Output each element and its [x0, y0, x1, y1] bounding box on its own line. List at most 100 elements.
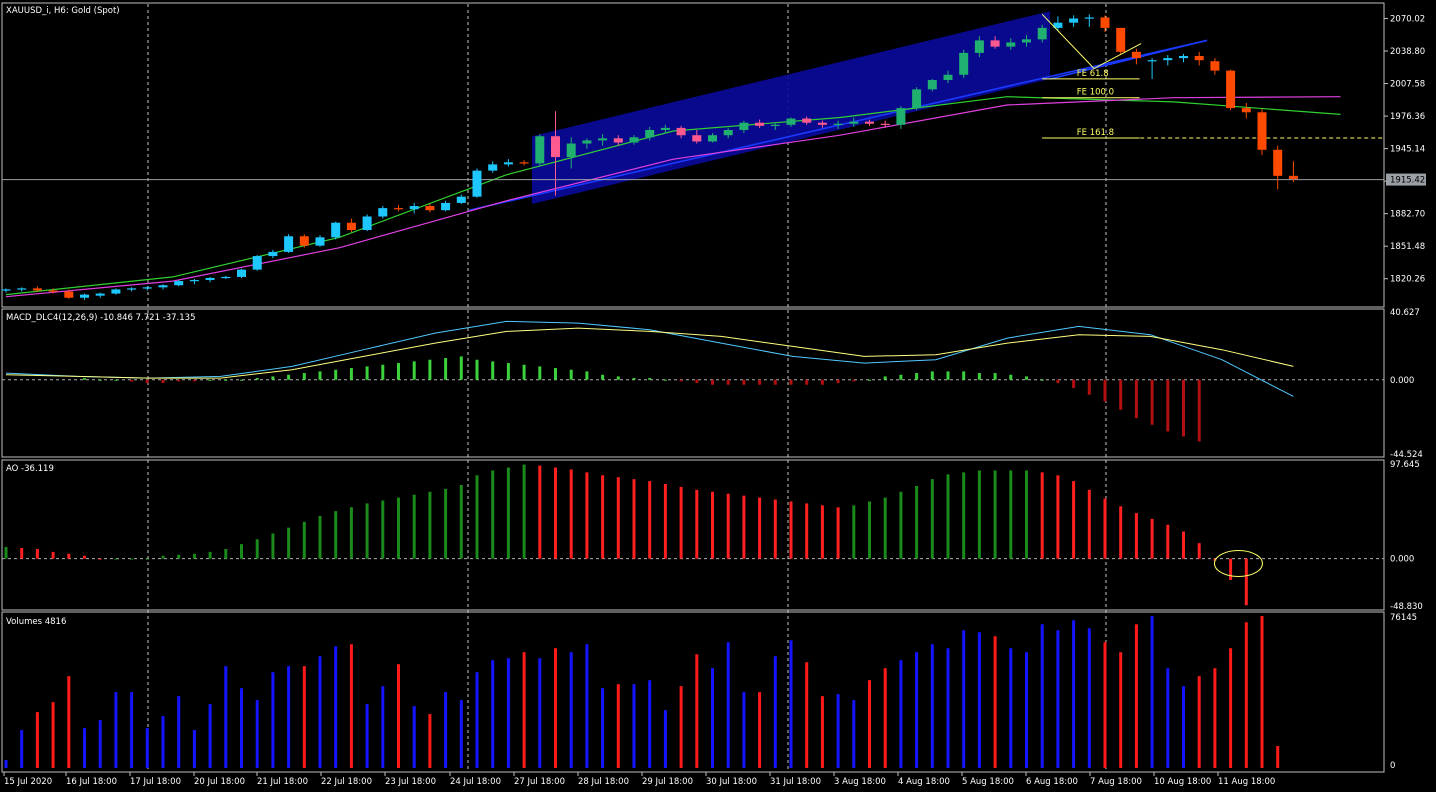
- macd-histogram-bar: [915, 373, 919, 380]
- ao-bar: [255, 539, 259, 559]
- ao-bar: [1197, 543, 1201, 559]
- candle-body: [1210, 61, 1220, 71]
- macd-histogram-bar: [820, 379, 824, 385]
- candle-body: [268, 251, 278, 257]
- volume-bar: [569, 652, 573, 768]
- candle-body: [409, 206, 419, 210]
- candle-body: [802, 118, 812, 123]
- macd-histogram-bar: [255, 378, 259, 380]
- candle-body: [111, 289, 121, 294]
- ao-bar: [475, 475, 479, 559]
- volume-bar: [1072, 620, 1076, 768]
- volume-bar: [711, 668, 714, 768]
- ao-bar: [585, 472, 589, 559]
- macd-histogram-bar: [1166, 379, 1170, 432]
- macd-histogram-bar: [224, 379, 228, 381]
- volume-bar: [1087, 628, 1091, 768]
- price-tick-label: 1851.48: [1390, 242, 1425, 252]
- candle-body: [1, 289, 11, 291]
- candle-body: [723, 129, 733, 136]
- candle-body: [1116, 27, 1126, 52]
- macd-histogram-bar: [852, 379, 856, 382]
- ao-bar: [334, 511, 338, 559]
- volume-bar: [585, 644, 589, 768]
- fib-level-label: FE 161.8: [1077, 128, 1114, 138]
- macd-histogram-bar: [365, 366, 369, 380]
- candle-body: [1163, 58, 1173, 61]
- volume-bar: [852, 700, 856, 768]
- macd-histogram-bar: [381, 364, 385, 380]
- candle-body: [346, 222, 356, 231]
- volume-bar: [1056, 630, 1060, 768]
- volume-bar: [616, 684, 620, 768]
- volume-bar: [1166, 668, 1170, 768]
- time-tick-label: 29 Jul 18:00: [642, 777, 693, 787]
- volume-bar: [51, 702, 55, 768]
- candle-body: [1131, 51, 1141, 59]
- ao-bar: [868, 501, 871, 559]
- volume-bar: [977, 632, 981, 768]
- ao-bar: [1009, 470, 1013, 559]
- ao-bar: [302, 521, 306, 559]
- ao-bar: [98, 558, 102, 560]
- candle-body: [472, 170, 482, 197]
- macd-histogram-bar: [522, 364, 526, 380]
- volume-bar: [145, 728, 149, 768]
- ao-bar: [1072, 481, 1076, 559]
- ao-bar: [820, 505, 824, 559]
- price-tick-label: 1976.36: [1390, 112, 1425, 122]
- ao-bar: [67, 553, 71, 559]
- candle-body: [927, 79, 937, 90]
- ao-bar: [428, 491, 432, 559]
- volume-bar: [648, 680, 652, 768]
- time-tick-label: 21 Jul 18:00: [257, 777, 308, 787]
- candle-body: [1179, 56, 1188, 59]
- volume-bar: [883, 668, 887, 768]
- macd-histogram-bar: [1197, 379, 1201, 442]
- price-tick-label: 1945.14: [1390, 145, 1425, 155]
- time-tick-label: 5 Aug 18:00: [962, 777, 1014, 787]
- macd-histogram-bar: [192, 379, 196, 382]
- macd-histogram-bar: [993, 373, 997, 380]
- candle-body: [488, 164, 498, 171]
- macd-histogram-bar: [648, 378, 652, 380]
- volume-panel-frame: [1, 611, 1385, 773]
- macd-histogram-bar: [83, 378, 86, 380]
- ao-bar: [946, 474, 950, 559]
- volume-series: [4, 616, 1280, 768]
- macd-histogram-bar: [836, 379, 840, 384]
- candle-body: [1194, 56, 1204, 61]
- ao-highlight-ellipse: [1213, 550, 1263, 578]
- candle-body: [1100, 17, 1110, 28]
- macd-histogram-bar: [428, 359, 432, 380]
- ao-bar: [224, 548, 228, 559]
- macd-histogram-bar: [412, 361, 416, 380]
- macd-histogram-bar: [601, 374, 605, 380]
- volume-bar: [820, 696, 824, 768]
- macd-histogram-bar: [287, 374, 291, 380]
- volume-bar: [695, 654, 699, 768]
- price-tick-label: 2007.58: [1390, 80, 1425, 90]
- macd-histogram-bar: [711, 379, 714, 385]
- candle-body: [1241, 108, 1251, 113]
- volume-bar: [868, 680, 871, 768]
- candle-body: [189, 280, 199, 282]
- macd-histogram-bar: [459, 356, 463, 380]
- ao-bar: [1229, 558, 1233, 580]
- candle-body: [378, 208, 388, 217]
- time-tick-label: 7 Aug 18:00: [1090, 777, 1142, 787]
- candle-body: [80, 294, 89, 298]
- time-tick-label: 27 Jul 18:00: [514, 777, 565, 787]
- ao-bar: [459, 484, 463, 559]
- candle-body: [896, 108, 906, 125]
- macd-histogram-bar: [240, 379, 243, 381]
- ao-bar: [381, 500, 385, 559]
- macd-histogram-bar: [130, 379, 134, 382]
- macd-histogram-bar: [962, 371, 966, 380]
- time-tick-label: 31 Jul 18:00: [770, 777, 821, 787]
- volume-bar: [993, 636, 997, 768]
- ao-bar: [930, 479, 934, 559]
- candle-body: [1288, 175, 1298, 179]
- candle-body: [1022, 39, 1031, 43]
